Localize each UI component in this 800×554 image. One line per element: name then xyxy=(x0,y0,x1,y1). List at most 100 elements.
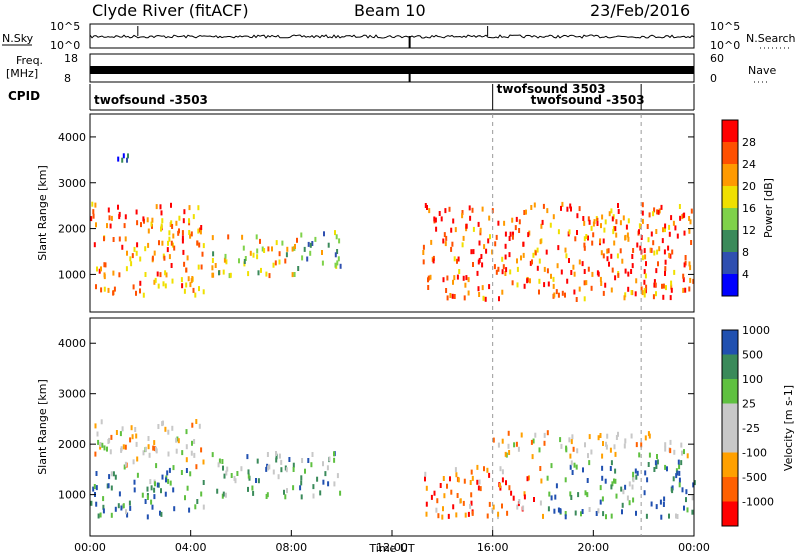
data-cell xyxy=(611,481,614,487)
data-cell xyxy=(615,232,618,238)
data-cell xyxy=(189,471,192,477)
data-cell xyxy=(501,256,504,262)
data-cell xyxy=(194,292,197,298)
data-cell xyxy=(224,253,227,259)
data-cell xyxy=(442,238,445,244)
data-cell xyxy=(216,488,219,494)
data-cell xyxy=(632,477,635,483)
data-cell xyxy=(181,283,184,289)
data-cell xyxy=(533,497,535,502)
data-cell xyxy=(185,429,188,435)
data-cell xyxy=(171,278,174,284)
data-cell xyxy=(256,248,259,254)
data-cell xyxy=(464,282,467,288)
data-cell xyxy=(624,268,627,274)
data-cell xyxy=(486,467,489,473)
data-cell xyxy=(503,220,506,226)
data-cell xyxy=(120,446,123,452)
data-cell xyxy=(478,240,481,246)
data-cell xyxy=(422,250,425,255)
data-cell xyxy=(643,292,646,298)
data-cell xyxy=(573,271,576,277)
data-cell xyxy=(102,508,105,514)
data-cell xyxy=(653,467,656,472)
data-cell xyxy=(670,215,673,221)
data-cell xyxy=(497,442,500,448)
data-cell xyxy=(424,203,427,208)
data-cell xyxy=(95,222,97,228)
data-cell xyxy=(118,236,121,242)
data-cell xyxy=(106,446,108,452)
data-cell xyxy=(442,506,444,512)
data-cell xyxy=(247,473,250,479)
data-cell xyxy=(323,231,325,237)
colorbar-segment xyxy=(722,120,738,142)
data-cell xyxy=(96,431,99,437)
data-cell xyxy=(312,484,315,490)
data-cell xyxy=(334,252,337,258)
data-cell xyxy=(565,447,568,453)
data-cell xyxy=(599,433,602,438)
data-cell xyxy=(162,420,164,426)
data-cell xyxy=(256,458,259,464)
data-cell xyxy=(507,430,510,436)
data-cell xyxy=(456,493,459,498)
time-tick-label: 04:00 xyxy=(175,541,207,554)
data-cell xyxy=(280,459,283,465)
data-cell xyxy=(523,210,526,215)
data-cell xyxy=(221,459,224,464)
data-cell xyxy=(580,511,582,517)
data-cell xyxy=(112,471,115,477)
data-cell xyxy=(284,258,287,264)
data-cell xyxy=(155,446,157,452)
data-cell xyxy=(218,458,221,464)
data-cell xyxy=(92,209,95,215)
data-cell xyxy=(547,506,550,512)
data-cell xyxy=(656,249,659,255)
data-cell xyxy=(494,241,497,247)
data-cell xyxy=(661,283,663,289)
data-cell xyxy=(247,271,250,277)
data-cell xyxy=(246,454,249,460)
data-cell xyxy=(171,242,174,248)
data-cell xyxy=(428,208,431,214)
data-cell xyxy=(266,492,269,498)
data-cell xyxy=(177,438,180,444)
cpid-marker-lines xyxy=(492,114,642,536)
nave-tick-bottom: 0 xyxy=(710,72,717,85)
data-cell xyxy=(518,228,521,233)
data-cell xyxy=(614,275,617,281)
data-cell xyxy=(114,474,117,480)
data-cell xyxy=(92,486,95,492)
data-cell xyxy=(434,217,437,223)
data-cell xyxy=(652,211,655,217)
data-cell xyxy=(321,250,323,255)
data-cell xyxy=(457,477,460,483)
data-cell xyxy=(152,445,155,451)
data-cell xyxy=(682,277,685,283)
data-cell xyxy=(326,465,329,471)
data-cell xyxy=(307,241,310,247)
data-cell xyxy=(123,464,126,470)
data-cell xyxy=(333,451,335,457)
data-cell xyxy=(268,464,271,470)
beam-title: Beam 10 xyxy=(354,1,426,20)
data-cell xyxy=(463,478,466,484)
data-cell xyxy=(90,500,93,506)
data-cell xyxy=(118,211,121,217)
data-cell xyxy=(467,511,470,517)
data-cell xyxy=(686,453,689,459)
data-cell xyxy=(140,222,142,228)
data-cell xyxy=(433,490,436,496)
colorbar-segment xyxy=(722,330,738,355)
data-cell xyxy=(438,211,441,216)
data-cell xyxy=(512,231,514,237)
data-cell xyxy=(604,282,607,288)
data-cell xyxy=(683,262,686,268)
data-cell xyxy=(539,239,542,245)
data-cell xyxy=(168,236,171,242)
data-cell xyxy=(488,501,491,507)
data-cell xyxy=(617,203,619,208)
data-cell xyxy=(197,264,200,270)
data-cell xyxy=(643,269,646,275)
